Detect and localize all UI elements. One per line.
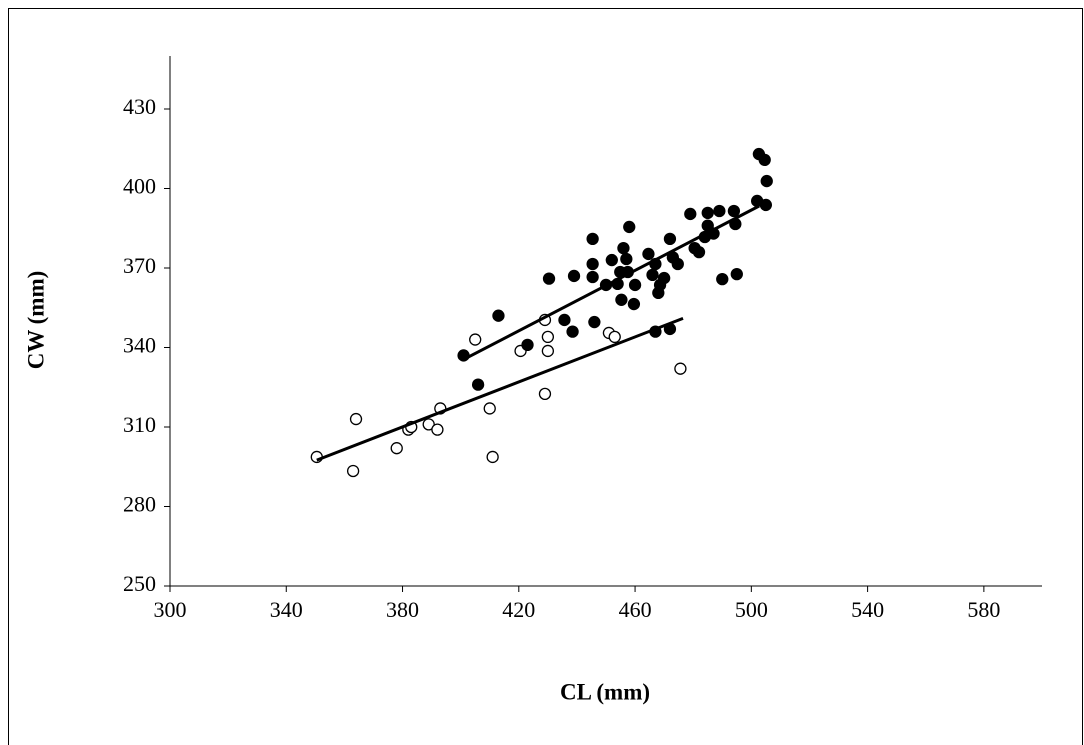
chart-frame [8,8,1083,745]
point [586,270,599,284]
y-tick-label: 400 [123,174,156,199]
x-tick-label: 500 [735,597,768,622]
point [674,362,687,375]
point [615,293,628,306]
point [663,232,677,246]
x-tick-label: 300 [154,597,187,622]
point [390,442,403,455]
trend-line [462,204,760,362]
x-tick-label: 420 [502,597,535,622]
point [684,207,697,221]
point [727,204,741,218]
point [486,450,499,464]
point [730,267,743,281]
point [642,247,655,261]
y-tick-label: 340 [123,333,156,358]
point [310,450,323,464]
point [483,402,496,415]
x-tick-label: 540 [851,597,884,622]
point [716,272,729,286]
point [346,464,360,478]
point [538,387,552,401]
point [759,198,773,212]
point [541,330,555,344]
x-axis-title: CL (mm) [560,679,650,704]
point [586,232,599,246]
point [349,412,363,426]
point [521,338,534,352]
point [605,253,618,267]
point [608,330,621,344]
point [588,315,601,329]
point [646,268,659,282]
point [628,278,642,292]
point [558,313,571,327]
point [469,333,482,346]
y-tick-label: 430 [123,94,156,119]
x-tick-label: 340 [270,597,303,622]
x-tick-label: 580 [967,597,1000,622]
point [692,245,706,259]
point [471,378,485,391]
point [566,325,579,338]
y-axis-title: CW (mm) [23,271,48,370]
point [758,153,771,167]
point [541,344,555,358]
y-tick-label: 280 [123,492,156,517]
point [657,271,671,285]
x-tick-label: 460 [619,597,652,622]
point [701,206,714,220]
point [567,269,581,283]
point [492,309,505,322]
y-tick-label: 310 [123,412,156,437]
trend-line [316,316,684,462]
y-tick-label: 370 [123,253,156,278]
y-tick-label: 250 [123,571,156,596]
point [627,297,641,311]
point [760,174,773,188]
point [586,257,599,271]
point [713,204,726,218]
point [431,423,444,436]
point [422,418,435,431]
point [617,241,630,255]
x-tick-label: 380 [386,597,419,622]
point [671,257,684,271]
point [620,252,633,266]
point [542,272,556,285]
point [623,220,636,234]
